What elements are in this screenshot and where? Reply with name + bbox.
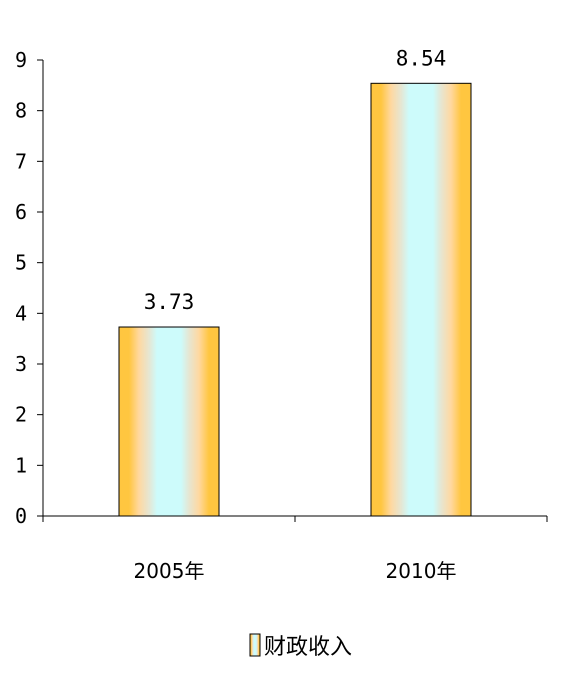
y-tick-label: 1 (15, 453, 27, 477)
y-tick-label: 8 (15, 99, 27, 123)
x-category-label: 2010年 (386, 559, 457, 583)
y-axis-ticks: 0 1 2 3 4 5 6 7 8 9 (15, 48, 43, 528)
y-tick-label: 7 (15, 149, 27, 173)
bar (370, 82, 472, 517)
y-tick-label: 3 (15, 352, 27, 376)
bar (118, 326, 220, 517)
y-tick-label: 2 (15, 403, 27, 427)
y-tick-label: 5 (15, 251, 27, 275)
data-label: 3.73 (144, 290, 195, 314)
bars: 3.73 8.54 (118, 46, 472, 517)
legend: 财政收入 (249, 633, 352, 660)
y-tick-label: 6 (15, 200, 27, 224)
legend-swatch (249, 633, 261, 657)
x-category-label: 2005年 (134, 559, 205, 583)
x-axis-ticks: 2005年 2010年 (42, 516, 548, 583)
y-tick-label: 0 (15, 504, 27, 528)
y-tick-label: 4 (15, 301, 27, 325)
data-label: 8.54 (396, 46, 447, 70)
y-tick-label: 9 (15, 48, 27, 72)
legend-label: 财政收入 (264, 635, 352, 660)
